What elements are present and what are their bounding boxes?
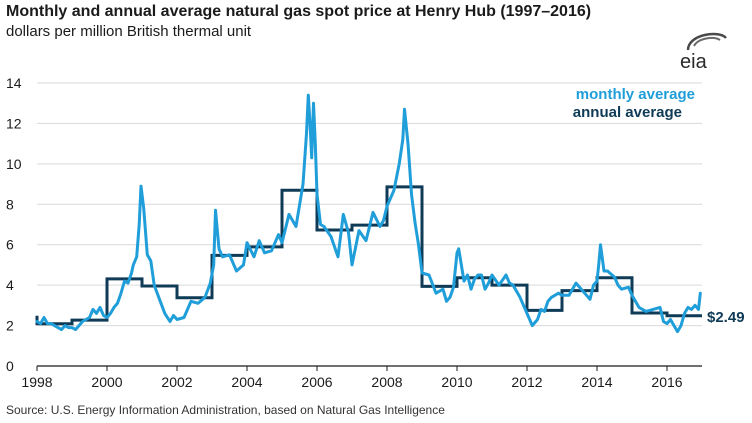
y-tick-label: 6 [6,237,14,253]
x-tick-label: 2006 [301,374,332,390]
y-tick-label: 10 [6,156,22,172]
x-tick-label: 2012 [511,374,542,390]
x-tick-label: 2014 [581,374,612,390]
legend: monthly average annual average [573,86,695,121]
end-value-label: $2.49 [707,309,745,326]
y-tick-label: 4 [6,277,14,293]
x-tick-label: 2016 [651,374,682,390]
monthly-average-line [35,93,702,334]
y-axis: 0 2 4 6 8 10 12 14 [6,75,22,374]
y-tick-label: 14 [6,75,22,91]
x-tick-label: 2004 [231,374,262,390]
x-tick-label: 1998 [21,374,52,390]
monthly-average-series [35,93,702,334]
eia-logo-text: eia [680,51,708,73]
x-tick-label: 2000 [91,374,122,390]
x-tick-label: 2008 [371,374,402,390]
y-tick-label: 8 [6,196,14,212]
x-axis: 1998 2000 2002 2004 2006 2008 2010 2012 2014 2016 [21,365,702,390]
x-tick-label: 2002 [161,374,192,390]
x-tick-label: 2010 [441,374,472,390]
chart-gridlines [37,82,702,327]
y-tick-label: 2 [6,318,14,334]
chart-title: Monthly and annual average natural gas s… [6,3,592,20]
annual-average-line [35,185,702,326]
legend-item-monthly-average: monthly average [576,86,695,103]
y-tick-label: 12 [6,115,22,131]
y-tick-label: 0 [6,358,14,374]
source-note: Source: U.S. Energy Information Administ… [6,403,445,417]
eia-logo-icon: eia [680,32,727,73]
legend-item-annual-average: annual average [573,104,682,121]
annual-average-series [35,185,702,326]
chart-subtitle: dollars per million British thermal unit [6,23,252,40]
